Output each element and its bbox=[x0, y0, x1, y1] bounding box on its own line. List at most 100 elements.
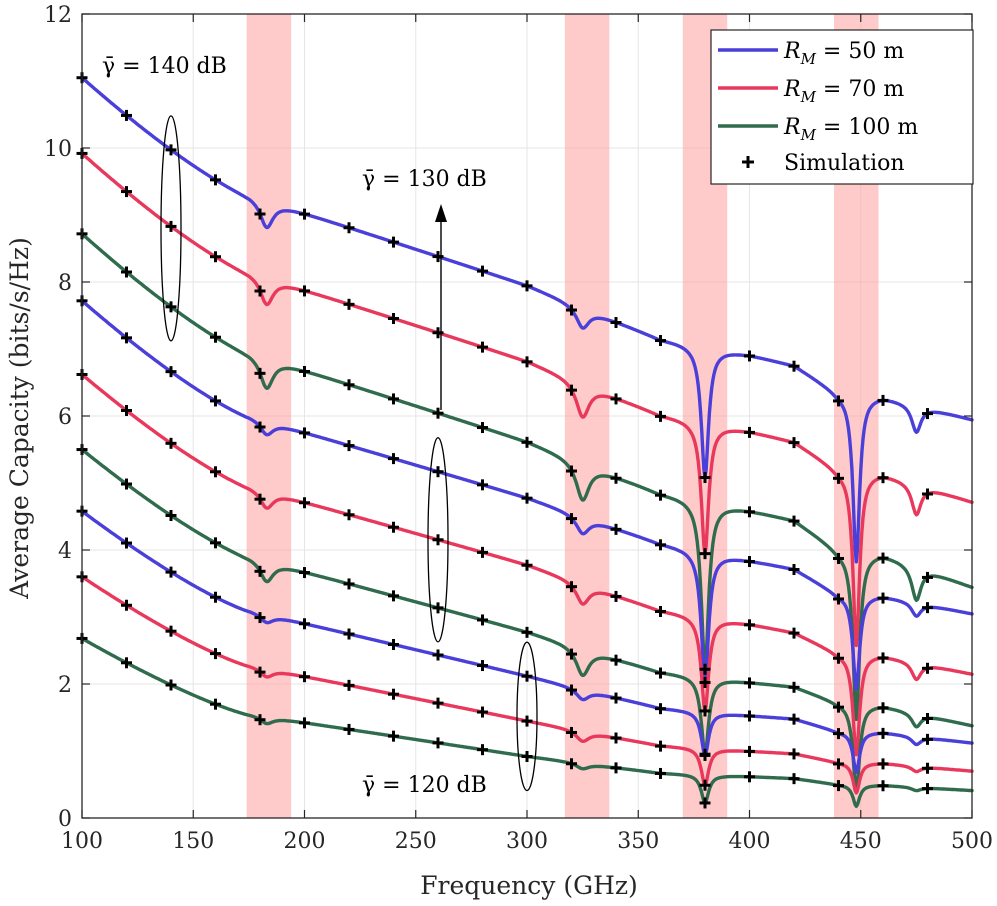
legend: RM = 50 m RM = 70 m RM = 100 m Simulatio… bbox=[710, 29, 974, 185]
simulation-marker bbox=[477, 744, 488, 756]
simulation-marker bbox=[744, 556, 755, 568]
simulation-marker bbox=[254, 612, 266, 624]
simulation-marker bbox=[210, 537, 221, 549]
simulation-marker bbox=[744, 771, 755, 783]
group-ellipse-2 bbox=[516, 641, 538, 792]
simulation-marker bbox=[165, 679, 177, 691]
simulation-marker bbox=[744, 426, 755, 438]
simulation-marker bbox=[432, 697, 444, 709]
simulation-marker bbox=[877, 552, 889, 564]
simulation-marker bbox=[521, 436, 533, 448]
simulation-marker bbox=[655, 489, 666, 501]
simulation-marker bbox=[165, 366, 177, 378]
simulation-marker bbox=[877, 394, 889, 406]
simulation-marker bbox=[788, 713, 800, 725]
simulation-marker bbox=[432, 737, 444, 749]
simulation-marker bbox=[877, 652, 889, 664]
simulation-marker bbox=[254, 714, 266, 726]
simulation-marker bbox=[566, 513, 577, 525]
simulation-marker bbox=[388, 730, 399, 742]
simulation-marker bbox=[210, 174, 221, 186]
x-tick-label: 450 bbox=[840, 829, 882, 854]
simulation-marker bbox=[165, 144, 177, 156]
simulation-marker bbox=[655, 767, 666, 779]
simulation-marker bbox=[254, 285, 266, 297]
simulation-marker bbox=[343, 628, 355, 640]
simulation-marker bbox=[833, 593, 844, 605]
legend-label-r50: RM = 50 m bbox=[783, 39, 904, 68]
legend-label-simulation: Simulation bbox=[784, 151, 905, 176]
simulation-marker bbox=[566, 758, 577, 770]
legend-box bbox=[710, 29, 974, 185]
x-tick-label: 100 bbox=[61, 829, 103, 854]
simulation-marker bbox=[877, 780, 889, 792]
simulation-marker bbox=[121, 109, 132, 121]
simulation-marker bbox=[788, 748, 800, 760]
simulation-marker bbox=[121, 657, 132, 669]
simulation-marker bbox=[121, 332, 132, 344]
simulation-marker bbox=[610, 523, 622, 535]
simulation-marker bbox=[343, 379, 355, 391]
simulation-marker bbox=[165, 301, 177, 313]
simulation-marker bbox=[477, 479, 488, 491]
simulation-marker bbox=[165, 566, 177, 578]
y-tick-label: 10 bbox=[44, 137, 72, 162]
legend-label-r100: RM = 100 m bbox=[783, 115, 918, 144]
axes bbox=[81, 13, 973, 819]
simulation-marker bbox=[699, 705, 711, 717]
simulation-marker bbox=[566, 684, 577, 696]
simulation-marker bbox=[165, 625, 177, 637]
simulation-marker bbox=[388, 688, 399, 700]
simulation-marker bbox=[655, 740, 666, 752]
y-tick-label: 12 bbox=[44, 3, 72, 28]
simulation-marker bbox=[922, 571, 933, 583]
simulation-marker bbox=[343, 578, 355, 590]
simulation-marker bbox=[566, 304, 577, 316]
simulation-marker bbox=[299, 208, 310, 220]
simulation-marker bbox=[432, 649, 444, 661]
simulation-marker bbox=[388, 521, 399, 533]
simulation-marker bbox=[744, 677, 755, 689]
x-tick-label: 250 bbox=[395, 829, 437, 854]
simulation-marker bbox=[477, 614, 488, 626]
simulation-marker bbox=[477, 706, 488, 718]
simulation-marker bbox=[165, 510, 177, 522]
simulation-marker bbox=[744, 619, 755, 631]
simulation-marker bbox=[744, 506, 755, 518]
simulation-marker bbox=[477, 546, 488, 558]
simulation-marker bbox=[210, 251, 221, 263]
simulation-marker bbox=[877, 592, 889, 604]
y-tick-label: 0 bbox=[58, 807, 72, 832]
simulation-marker bbox=[566, 726, 577, 738]
simulation-marker bbox=[343, 440, 355, 452]
simulation-marker bbox=[877, 758, 889, 770]
x-tick-label: 150 bbox=[172, 829, 214, 854]
simulation-marker bbox=[655, 703, 666, 715]
simulation-marker bbox=[521, 626, 533, 638]
simulation-marker bbox=[788, 773, 800, 785]
simulation-marker bbox=[521, 715, 533, 727]
y-axis-label: Average Capacity (bits/s/Hz) bbox=[5, 237, 34, 600]
simulation-marker bbox=[833, 395, 844, 407]
simulation-marker bbox=[210, 698, 221, 710]
simulation-marker bbox=[388, 590, 399, 602]
simulation-marker bbox=[922, 733, 933, 745]
simulation-marker bbox=[922, 602, 933, 614]
x-axis-label: Frequency (GHz) bbox=[420, 871, 638, 900]
simulation-marker bbox=[121, 404, 132, 416]
simulation-marker bbox=[922, 662, 933, 674]
simulation-marker bbox=[922, 783, 933, 795]
simulation-marker bbox=[788, 564, 800, 576]
simulation-marker bbox=[788, 515, 800, 527]
simulation-marker bbox=[388, 236, 399, 248]
simulation-marker bbox=[788, 681, 800, 693]
simulation-marker bbox=[432, 327, 444, 339]
simulation-marker bbox=[388, 639, 399, 651]
x-tick-label: 500 bbox=[951, 829, 993, 854]
simulation-marker bbox=[254, 367, 266, 379]
simulation-marker bbox=[299, 567, 310, 579]
simulation-marker bbox=[877, 727, 889, 739]
simulation-marker bbox=[477, 660, 488, 672]
simulation-marker bbox=[210, 395, 221, 407]
simulation-marker bbox=[922, 488, 933, 500]
